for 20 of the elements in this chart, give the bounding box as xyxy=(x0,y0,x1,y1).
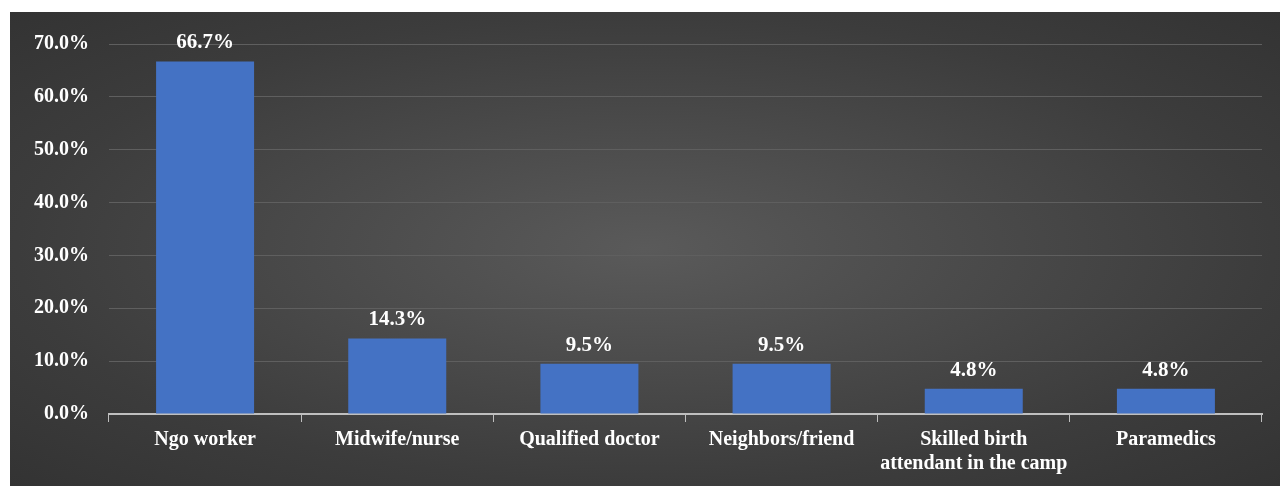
y-tick-label: 70.0% xyxy=(34,31,89,54)
y-tick-label: 0.0% xyxy=(44,401,89,424)
data-label: 9.5% xyxy=(565,331,614,356)
data-label: 9.5% xyxy=(757,331,806,356)
data-label: 14.3% xyxy=(368,306,427,331)
x-tick-label: Midwife/nurse xyxy=(335,427,460,450)
data-label: 4.8% xyxy=(1142,356,1190,381)
x-tick-label: Skilled birth attendant in the camp xyxy=(880,427,1068,475)
y-tick-label: 20.0% xyxy=(34,295,89,318)
y-tick-label: 10.0% xyxy=(34,348,89,371)
x-tick-label: Neighbors/friend xyxy=(708,427,855,451)
data-label: 4.8% xyxy=(950,356,998,381)
y-tick-label: 40.0% xyxy=(34,189,89,212)
x-tick-label: Qualified doctor xyxy=(519,427,660,450)
data-label: 66.7% xyxy=(176,29,234,54)
y-tick-label: 60.0% xyxy=(34,84,89,107)
y-tick-label: 30.0% xyxy=(34,242,89,265)
x-tick-label: Paramedics xyxy=(1115,427,1217,450)
y-tick-label: 50.0% xyxy=(34,136,89,159)
x-tick-label: Ngo worker xyxy=(154,427,257,451)
